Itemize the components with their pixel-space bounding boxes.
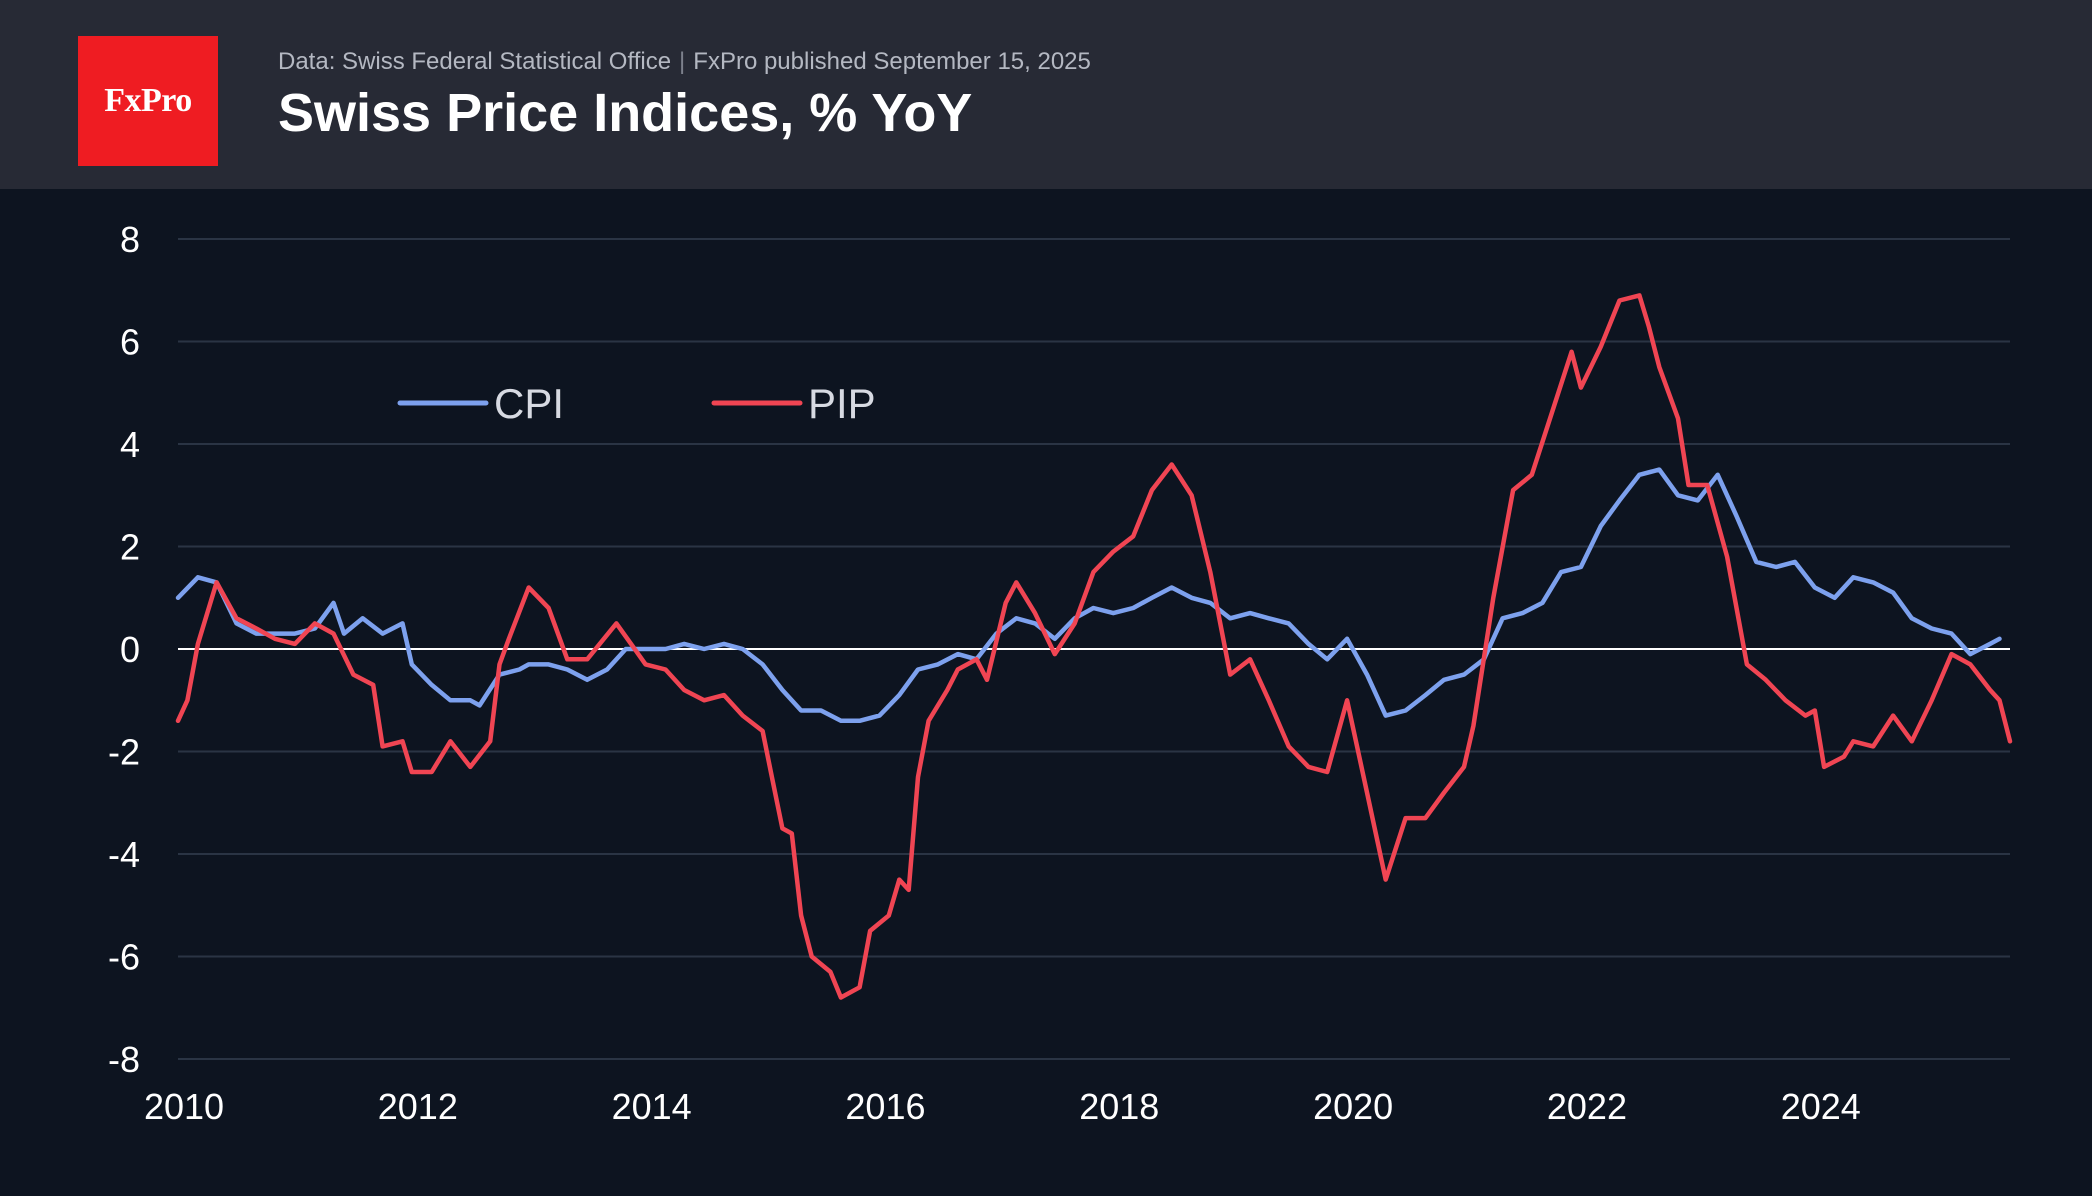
legend-label-pip: PIP: [808, 380, 876, 427]
x-tick-label: 2012: [378, 1086, 458, 1127]
chart-title: Swiss Price Indices, % YoY: [278, 83, 973, 143]
series-line-pip: [175, 293, 2013, 1000]
y-tick-label: 2: [120, 527, 140, 568]
x-tick-label: 2020: [1313, 1086, 1393, 1127]
y-tick-label: -8: [108, 1039, 140, 1080]
source-separator: |: [679, 48, 686, 75]
source-line: Data: Swiss Federal Statistical Office | F…: [278, 48, 1091, 76]
y-axis-tick-labels: 8 6 4 2 0 -2 -4 -6 -8: [108, 219, 140, 1080]
y-tick-label: 4: [120, 424, 140, 465]
y-tick-label: 0: [120, 629, 140, 670]
x-tick-label: 2014: [612, 1086, 692, 1127]
x-axis-tick-labels: 2010 2012 2014 2016 2018 2020 2022 2024: [144, 1086, 1861, 1127]
y-tick-label: -2: [108, 732, 140, 773]
y-tick-label: 6: [120, 322, 140, 363]
y-tick-label: -4: [108, 834, 140, 875]
x-tick-label: 2016: [845, 1086, 925, 1127]
published-date: FxPro published September 15, 2025: [693, 48, 1091, 75]
logo-text: FxPro: [104, 82, 192, 119]
series-line-cpi: [175, 467, 2002, 724]
legend: CPI PIP: [397, 380, 876, 427]
x-tick-label: 2010: [144, 1086, 224, 1127]
chart-header: FxPro Data: Swiss Federal Statistical Of…: [0, 0, 2092, 189]
x-tick-label: 2024: [1781, 1086, 1861, 1127]
y-tick-label: 8: [120, 219, 140, 260]
y-tick-label: -6: [108, 937, 140, 978]
fxpro-logo: FxPro: [78, 36, 218, 166]
x-tick-label: 2022: [1547, 1086, 1627, 1127]
x-tick-label: 2018: [1079, 1086, 1159, 1127]
series-lines: [175, 293, 2013, 1000]
legend-label-cpi: CPI: [494, 380, 564, 427]
data-source: Data: Swiss Federal Statistical Office: [278, 48, 672, 75]
